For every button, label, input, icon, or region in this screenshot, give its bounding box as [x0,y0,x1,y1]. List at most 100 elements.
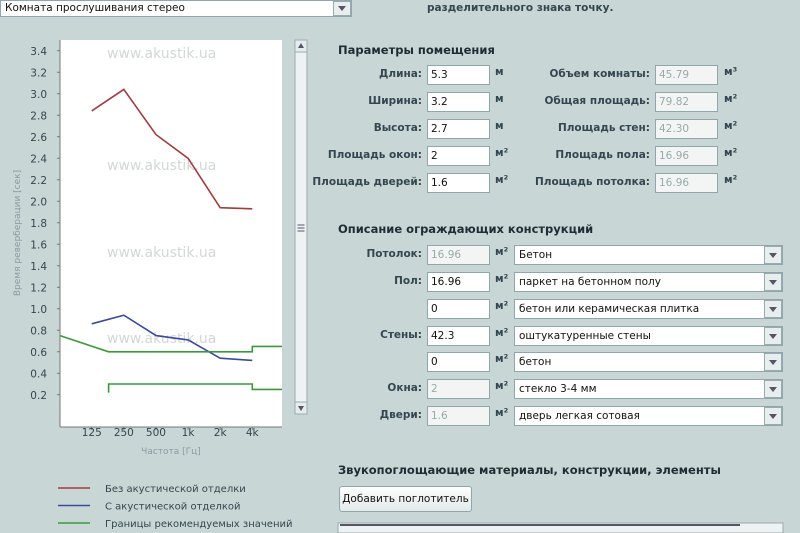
field-input[interactable]: 2.7 [427,119,490,139]
field-input[interactable]: 0 [427,299,490,319]
field-label: Площадь окон: [327,149,422,161]
y-tick-label: 2.4 [30,153,47,165]
field-unit: м² [495,353,509,365]
field-label: Площадь пола: [555,149,650,161]
section-title: Звукопоглощающие материалы, конструкции,… [338,463,721,477]
x-tick-label: 125 [82,427,102,439]
field-input: 45.79 [655,65,718,85]
field-input[interactable]: 16.96 [427,272,490,292]
room-select[interactable]: Комната прослушивания стерео [0,0,352,17]
material-select[interactable]: паркет на бетонном полу [514,272,783,292]
field-input[interactable]: 42.3 [427,326,490,346]
hint: разделительного знака точку. [427,2,614,14]
legend-label: С акустической отделкой [105,502,241,513]
y-tick-label: 0.2 [30,390,47,402]
y-tick-label: 0.6 [30,347,47,359]
y-tick-label: 1.8 [30,218,47,230]
material-select[interactable]: оштукатуренные стены [514,326,783,346]
x-axis-label: Частота [Гц] [141,447,201,457]
field-label: Ширина: [368,95,422,107]
series-line [91,88,253,210]
field-input: 16.96 [655,146,718,166]
y-tick-label: 3.4 [30,46,47,58]
field-unit: м³ [724,66,738,78]
field-label: Объем комнаты: [549,68,650,80]
material-text: бетон или керамическая плитка [519,303,700,315]
watermark: www.akustik.ua [107,46,216,62]
field-label: Высота: [373,122,422,134]
legend-label: Границы рекомендуемых значений [105,519,293,530]
material-select[interactable]: бетон или керамическая плитка [514,299,783,319]
series-line [91,314,253,362]
field-unit: м [495,120,504,132]
room-select-text: Комната прослушивания стерео [5,2,185,14]
field-input: 2 [427,379,490,399]
field-unit: м [495,66,504,78]
plot-area [60,40,282,427]
y-tick-label: 1.2 [30,282,47,294]
material-select[interactable]: бетон [514,352,783,372]
field-unit: м² [724,147,738,159]
field-input[interactable]: 1.6 [427,173,490,193]
material-text: оштукатуренные стены [519,330,651,342]
series-line [59,334,282,393]
field-input[interactable]: 3.2 [427,92,490,112]
bottom-scroll [337,522,784,533]
select-arrow [764,380,782,398]
field-input: 1.6 [427,406,490,426]
field-unit: м² [495,300,509,312]
field-input[interactable]: 0 [427,352,490,372]
material-text: дверь легкая сотовая [519,410,640,422]
field-label: Пол: [394,275,422,287]
y-tick-label: 2.2 [30,175,47,187]
field-label: Площадь дверей: [312,176,422,188]
x-tick-label: 1k [182,427,196,439]
field-label: Окна: [387,382,422,394]
y-tick-label: 1.6 [30,239,47,251]
section-title: Описание ограждающих конструкций [338,222,594,236]
field-unit: м² [724,93,738,105]
material-text: бетон [519,356,552,368]
material-text: Бетон [519,249,553,261]
watermark: www.akustik.ua [107,158,216,174]
x-tick-label: 4k [246,427,260,439]
y-axis-label: Время реверберации [сек] [13,170,23,296]
material-select[interactable]: Бетон [514,245,783,265]
y-tick-label: 2.8 [30,110,47,122]
scrollbar[interactable] [294,39,308,415]
x-tick-label: 2k [214,427,228,439]
field-input: 79.82 [655,92,718,112]
field-unit: м² [495,147,509,159]
field-label: Двери: [379,409,422,421]
field-unit: м² [724,120,738,132]
x-tick-label: 250 [114,427,134,439]
material-select[interactable]: дверь легкая сотовая [514,406,783,426]
select-arrow [333,1,351,16]
field-input[interactable]: 2 [427,146,490,166]
material-text: паркет на бетонном полу [519,276,661,288]
y-tick-label: 2.0 [30,196,47,208]
legend-label: Без акустической отделки [105,484,246,495]
select-arrow [764,273,782,291]
material-text: стекло 3-4 мм [519,383,597,395]
field-unit: м² [495,273,509,285]
y-tick-label: 0.4 [30,368,47,380]
y-tick-label: 3.2 [30,67,47,79]
material-select[interactable]: стекло 3-4 мм [514,379,783,399]
field-input: 42.30 [655,119,718,139]
select-arrow [764,327,782,345]
field-input[interactable]: 5.3 [427,65,490,85]
add-button[interactable]: Добавить поглотитель [339,486,472,512]
y-tick-label: 0.8 [30,325,47,337]
x-tick-label: 500 [146,427,166,439]
select-arrow [764,300,782,318]
field-label: Потолок: [366,248,422,260]
field-unit: м [495,93,504,105]
y-tick-label: 3.0 [30,89,47,101]
field-unit: м² [495,327,509,339]
field-unit: м² [724,174,738,186]
field-label: Общая площадь: [544,95,650,107]
watermark: www.akustik.ua [107,331,216,347]
y-tick-label: 2.6 [30,132,47,144]
